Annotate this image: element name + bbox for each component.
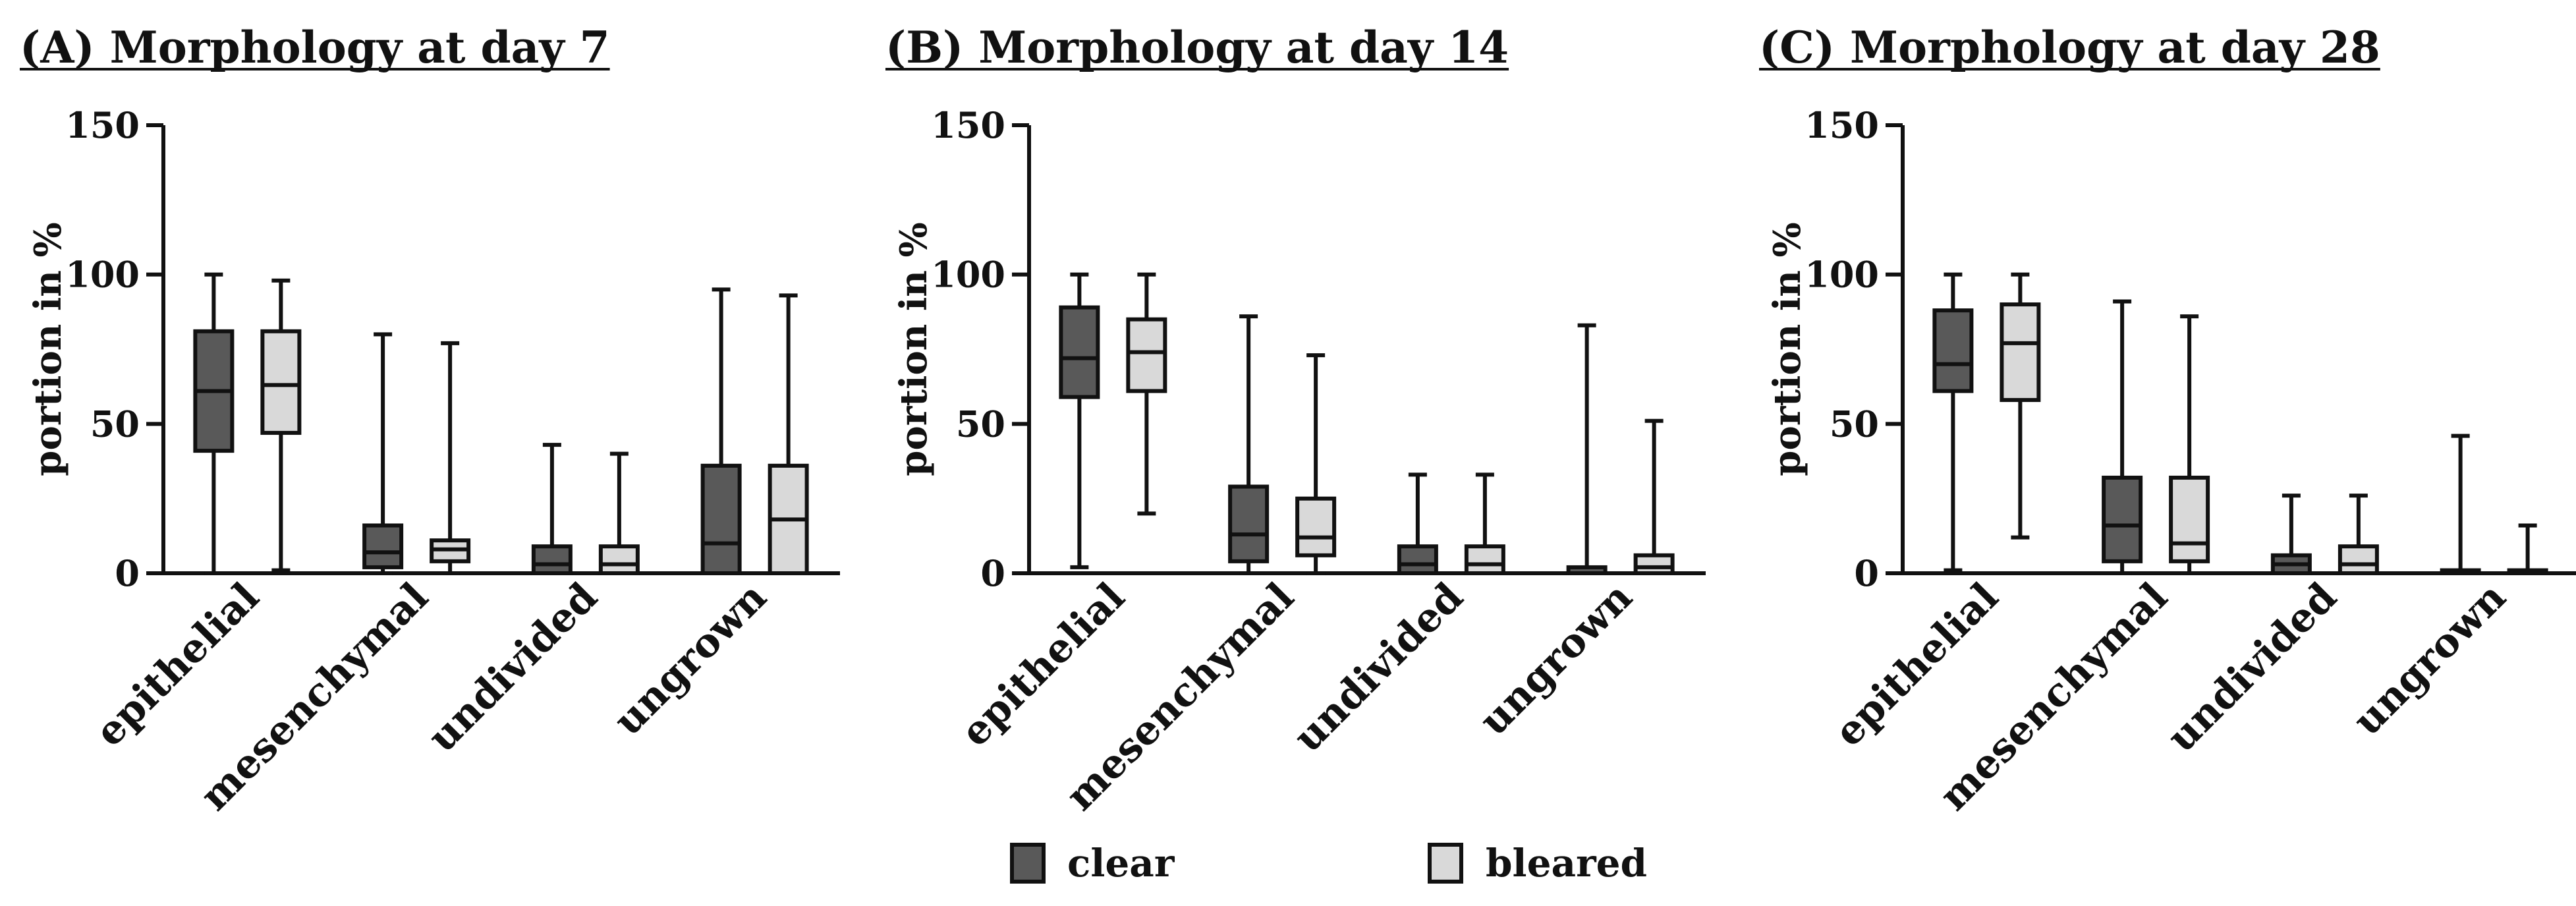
y-axis-label: portion in % (892, 222, 936, 476)
x-tick-label: epithelial (1826, 574, 2007, 756)
y-tick-label: 100 (931, 254, 1005, 296)
y-tick-label: 0 (1854, 552, 1879, 594)
y-tick-label: 100 (1805, 254, 1879, 296)
chart-title: (A) Morphology at day 7 (20, 22, 610, 73)
legend-label-clear: clear (1067, 841, 1175, 886)
x-tick-label: epithelial (86, 574, 268, 756)
x-tick-label: undivided (419, 574, 606, 761)
y-tick-label: 50 (1830, 403, 1879, 445)
legend-swatch-bleared (1428, 843, 1463, 884)
box-bleared (2000, 302, 2041, 403)
box-bleared (598, 544, 640, 576)
x-tick-label: ungrown (605, 574, 775, 745)
y-tick-label: 0 (115, 552, 140, 594)
y-tick-label: 150 (65, 104, 140, 146)
y-tick-label: 50 (956, 403, 1005, 445)
box-clear (1932, 308, 1974, 393)
y-tick-label: 150 (1805, 104, 1879, 146)
box-bleared (2169, 475, 2210, 563)
chart-title: (C) Morphology at day 28 (1759, 22, 2380, 73)
box-bleared (1126, 317, 1167, 393)
box-bleared (1295, 496, 1337, 557)
y-tick-label: 100 (65, 254, 140, 296)
chart-panel-1: (A) Morphology at day 7 portion in % 0 50 10… (20, 22, 840, 820)
legend-swatch-clear (1010, 843, 1046, 884)
legend: clear bleared (1010, 841, 1647, 886)
chart-panel-3: (C) Morphology at day 28 portion in % 0 50 1… (1759, 22, 2576, 820)
y-axis-label: portion in % (26, 222, 70, 476)
box-clear (1397, 544, 1438, 576)
box-clear (1228, 484, 1270, 563)
y-axis-label: portion in % (1766, 222, 1809, 476)
box-bleared (260, 329, 302, 435)
chart-panel-2: (B) Morphology at day 14 portion in % 0 50 1… (885, 22, 1706, 820)
legend-label-bleared: bleared (1486, 841, 1647, 886)
box-clear (531, 544, 573, 576)
x-tick-label: undivided (2158, 574, 2345, 761)
chart-panels: (A) Morphology at day 7 portion in % 0 50 10… (20, 22, 2576, 820)
box-clear (2102, 475, 2143, 563)
y-tick-label: 0 (980, 552, 1005, 594)
y-tick-label: 50 (90, 403, 140, 445)
x-tick-label: ungrown (2344, 574, 2515, 745)
x-tick-label: epithelial (952, 574, 1134, 756)
box-bleared (2338, 544, 2379, 576)
box-bleared (1464, 544, 1505, 576)
box-clear (1059, 305, 1100, 399)
y-tick-label: 150 (931, 104, 1005, 146)
box-clear (362, 523, 404, 569)
box-clear (700, 463, 742, 575)
chart-title: (B) Morphology at day 14 (885, 22, 1509, 73)
box-bleared (1633, 553, 1675, 575)
x-tick-label: ungrown (1470, 574, 1641, 745)
x-tick-label: undivided (1285, 574, 1472, 761)
